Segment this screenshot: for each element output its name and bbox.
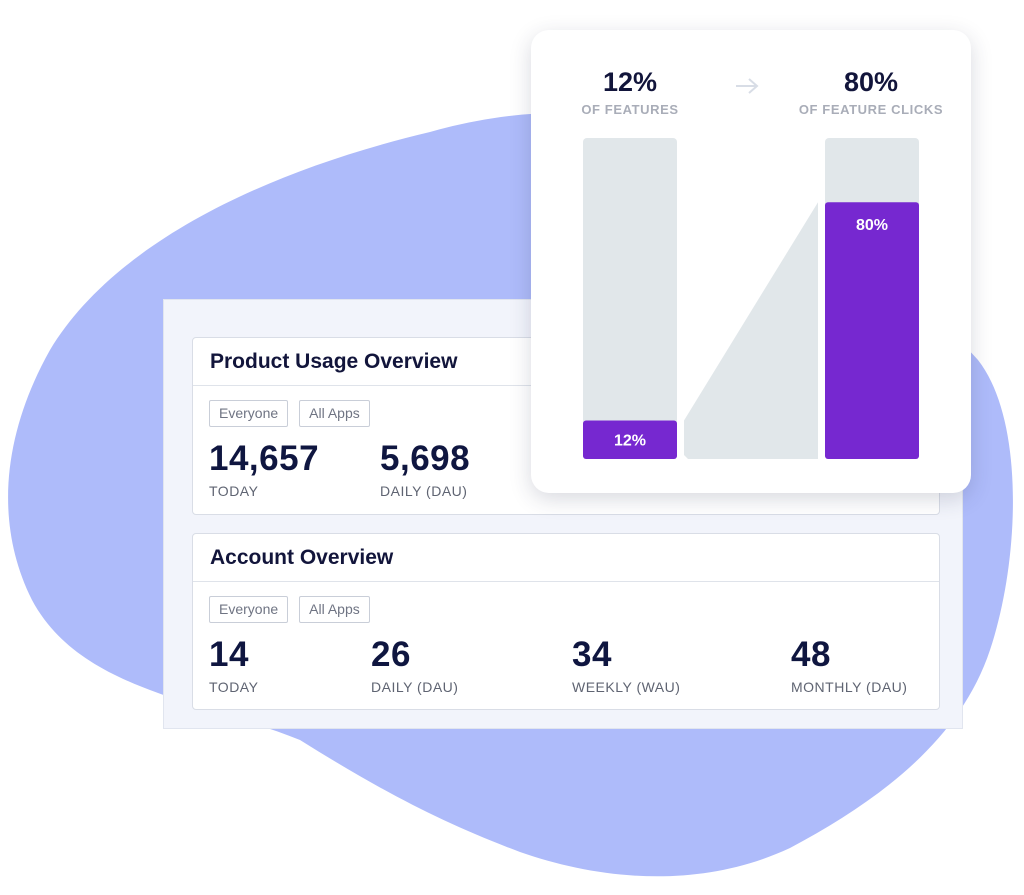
stat-label: WEEKLY (WAU) [572, 679, 681, 695]
stat-label: DAILY (DAU) [371, 679, 459, 695]
feature-clicks-metric-caption: OF FEATURE CLICKS [798, 102, 944, 117]
stat-value: 48 [791, 635, 831, 674]
stat-label: TODAY [209, 483, 259, 499]
feature-bar-chart: 12% 80% [583, 138, 919, 459]
product-usage-filters: Everyone All Apps [209, 400, 381, 427]
product-usage-title: Product Usage Overview [210, 350, 458, 373]
account-overview-card: Account Overview Everyone All Apps 14 TO… [192, 533, 940, 710]
stat-label: MONTHLY (DAU) [791, 679, 908, 695]
dashboard-panel: Product Usage Overview Everyone All Apps… [163, 299, 963, 729]
feature-clicks-metric-value: 80% [843, 67, 899, 97]
arrow-right-icon [736, 78, 759, 94]
filter-everyone[interactable]: Everyone [209, 596, 289, 623]
stat-label: DAILY (DAU) [380, 483, 468, 499]
bar-connector [684, 202, 818, 459]
stat-value: 34 [572, 635, 612, 674]
bar-features [583, 420, 677, 459]
feature-adoption-card: 12% OF FEATURES 80% OF FEATURE CLICKS 12… [531, 30, 971, 493]
bar-label-feature-clicks: 80% [856, 217, 888, 234]
bar-feature-clicks [825, 202, 919, 459]
stat-value: 14 [209, 635, 249, 674]
stat-label: TODAY [209, 679, 259, 695]
features-metric-caption: OF FEATURES [581, 102, 679, 117]
feature-clicks-metric: 80% OF FEATURE CLICKS [781, 66, 961, 117]
account-overview-title: Account Overview [210, 546, 394, 569]
filter-everyone[interactable]: Everyone [209, 400, 289, 427]
bar-label-features: 12% [614, 433, 646, 450]
filter-all-apps[interactable]: All Apps [299, 400, 370, 427]
account-stat-weekly: 34 WEEKLY (WAU) [572, 635, 681, 696]
filter-all-apps[interactable]: All Apps [299, 596, 370, 623]
account-stat-monthly: 48 MONTHLY (DAU) [791, 635, 908, 696]
stat-value: 5,698 [380, 439, 471, 478]
bar-track-features [583, 138, 677, 459]
usage-stat-today: 14,657 TODAY [209, 439, 320, 500]
stat-value: 26 [371, 635, 411, 674]
account-stat-today: 14 TODAY [209, 635, 259, 696]
account-filters: Everyone All Apps [209, 596, 381, 623]
stat-value: 14,657 [209, 439, 320, 478]
usage-stat-daily: 5,698 DAILY (DAU) [380, 439, 471, 500]
account-overview-header: Account Overview [193, 534, 939, 582]
account-stat-daily: 26 DAILY (DAU) [371, 635, 459, 696]
features-metric-value: 12% [602, 67, 658, 97]
features-metric: 12% OF FEATURES [540, 66, 720, 117]
